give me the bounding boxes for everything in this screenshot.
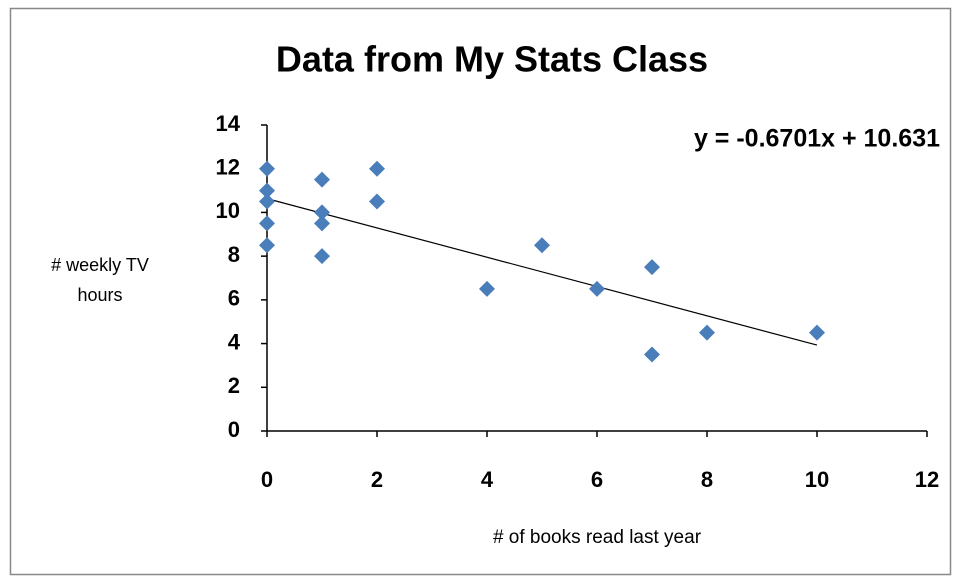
trendline bbox=[266, 198, 818, 346]
y-axis-label: hours bbox=[77, 285, 122, 305]
y-tick-label: 4 bbox=[228, 329, 241, 354]
data-point bbox=[314, 171, 330, 188]
x-tick-label: 4 bbox=[481, 467, 494, 492]
x-tick-label: 8 bbox=[701, 467, 713, 492]
data-point bbox=[809, 324, 825, 341]
data-point bbox=[259, 215, 275, 232]
data-point bbox=[259, 193, 275, 210]
y-tick-label: 12 bbox=[216, 155, 240, 180]
data-point bbox=[314, 215, 330, 232]
data-point bbox=[369, 193, 385, 210]
data-point bbox=[259, 182, 275, 199]
data-point bbox=[259, 160, 275, 177]
chart-frame bbox=[9, 7, 952, 576]
data-point bbox=[699, 324, 715, 341]
y-tick-label: 10 bbox=[216, 198, 240, 223]
data-point bbox=[589, 280, 605, 297]
x-tick-label: 12 bbox=[915, 467, 939, 492]
x-axis-label: # of books read last year bbox=[493, 527, 702, 548]
data-point bbox=[369, 160, 385, 177]
data-point bbox=[314, 248, 330, 265]
data-point bbox=[534, 237, 550, 254]
data-point bbox=[479, 280, 495, 297]
x-tick-label: 0 bbox=[261, 467, 273, 492]
y-tick-label: 8 bbox=[228, 242, 240, 267]
y-tick-label: 0 bbox=[228, 417, 240, 442]
data-point bbox=[259, 237, 275, 254]
x-tick-label: 6 bbox=[591, 467, 603, 492]
trendline-equation: y = -0.6701x + 10.631 bbox=[694, 125, 940, 153]
x-tick-label: 10 bbox=[805, 467, 829, 492]
data-point bbox=[314, 204, 330, 221]
data-point bbox=[644, 346, 660, 363]
chart-title: Data from My Stats Class bbox=[276, 39, 708, 80]
y-tick-label: 2 bbox=[228, 373, 240, 398]
y-axis-label: # weekly TV bbox=[51, 255, 149, 275]
y-tick-label: 14 bbox=[216, 111, 241, 136]
data-point bbox=[644, 259, 660, 276]
y-tick-label: 6 bbox=[228, 286, 240, 311]
x-tick-label: 2 bbox=[371, 467, 383, 492]
